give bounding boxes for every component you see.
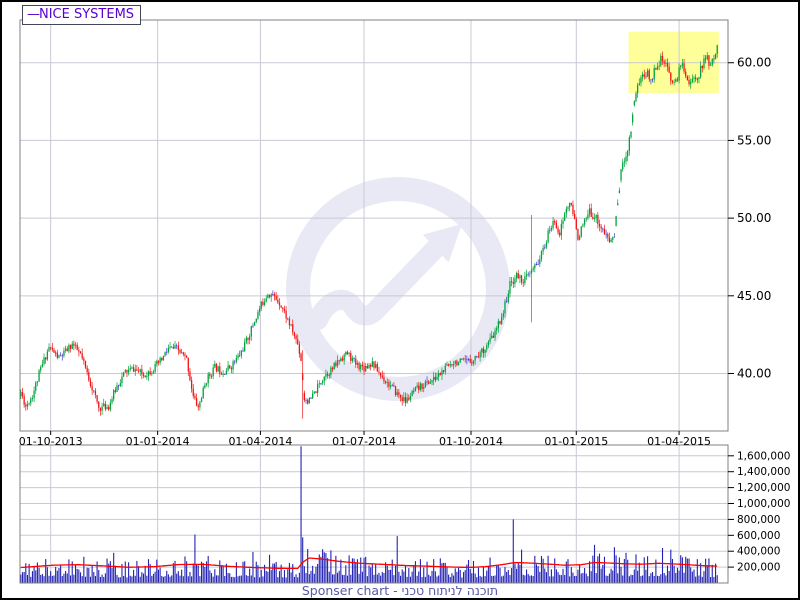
svg-text:01-01-2014: 01-01-2014	[126, 435, 190, 448]
svg-text:01-10-2013: 01-10-2013	[19, 435, 83, 448]
series-legend-label: NICE SYSTEMS	[39, 7, 135, 22]
axis-labels: 40.00 45.00 50.00 55.00 60.00 1,600,000 1,400,…	[19, 56, 791, 574]
volume-ma-line	[20, 557, 718, 570]
gridlines	[20, 20, 728, 583]
footer-branding: Sponser chart - תוכנה לניתוח טכני	[301, 583, 499, 598]
watermark-logo	[286, 177, 510, 401]
svg-text:45.00: 45.00	[737, 289, 771, 303]
svg-text:200,000: 200,000	[737, 562, 780, 574]
series-legend: —NICE SYSTEMS	[22, 5, 142, 25]
svg-text:1,200,000: 1,200,000	[737, 482, 790, 494]
series-line-marker: —	[27, 7, 40, 22]
volume-plot-border	[19, 444, 729, 584]
price-plot-border	[19, 19, 729, 432]
svg-text:40.00: 40.00	[737, 367, 771, 381]
svg-text:01-10-2014: 01-10-2014	[439, 435, 503, 448]
svg-text:01-04-2015: 01-04-2015	[647, 435, 711, 448]
svg-text:50.00: 50.00	[737, 211, 771, 225]
svg-text:55.00: 55.00	[737, 133, 771, 147]
candlestick-series	[20, 44, 718, 419]
svg-text:400,000: 400,000	[737, 546, 780, 558]
svg-text:800,000: 800,000	[737, 514, 780, 526]
svg-text:60.00: 60.00	[737, 56, 771, 70]
svg-text:01-07-2014: 01-07-2014	[332, 435, 396, 448]
svg-text:1,600,000: 1,600,000	[737, 450, 790, 462]
svg-text:600,000: 600,000	[737, 530, 780, 542]
volume-bars	[20, 446, 718, 583]
svg-text:1,400,000: 1,400,000	[737, 466, 790, 478]
svg-text:1,000,000: 1,000,000	[737, 498, 790, 510]
svg-text:01-04-2014: 01-04-2014	[228, 435, 292, 448]
svg-text:01-01-2015: 01-01-2015	[544, 435, 608, 448]
